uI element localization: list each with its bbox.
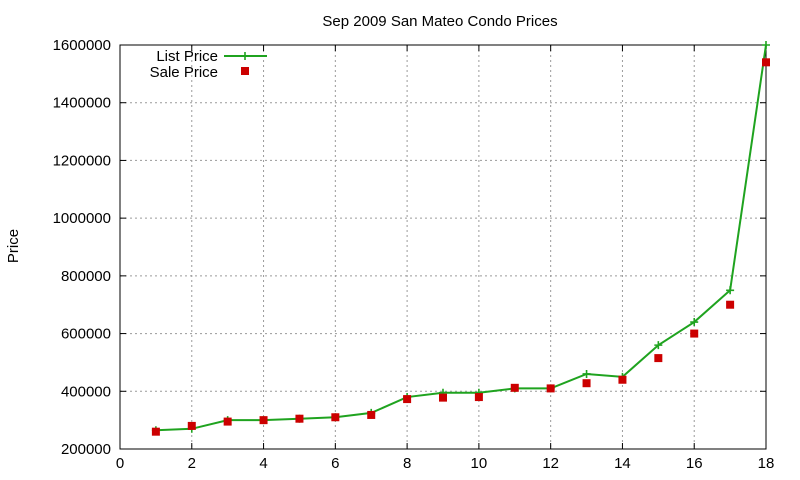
x-tick-label: 8: [403, 455, 411, 472]
y-tick-label: 800000: [61, 268, 111, 285]
axes: 0 2 4 6 8 10 12 14 16 18 200000 400000 600000 800000 1…: [53, 37, 775, 472]
sale-price-point: [331, 413, 340, 422]
legend-marker-sale-price: [241, 67, 249, 75]
list-price-point: [654, 341, 663, 350]
x-tick-label: 10: [471, 455, 488, 472]
y-tick-label: 200000: [61, 441, 111, 458]
sale-price-point: [151, 427, 160, 436]
sale-price-point: [259, 416, 268, 425]
sale-price-point: [474, 393, 483, 402]
sale-price-point: [510, 383, 519, 392]
y-tick-label: 1200000: [53, 152, 111, 169]
legend-marker-list-price: [241, 52, 249, 60]
sale-price-point: [762, 58, 770, 67]
sale-price-point: [690, 329, 699, 338]
x-tick-label: 6: [331, 455, 339, 472]
x-tick-label: 0: [116, 455, 124, 472]
sale-price-point: [367, 410, 376, 419]
legend: List Price Sale Price: [150, 48, 267, 81]
sale-price-point: [546, 384, 555, 393]
legend-label-list-price: List Price: [156, 48, 218, 65]
y-tick-label: 600000: [61, 326, 111, 343]
y-tick-label: 1600000: [53, 37, 111, 54]
x-tick-label: 4: [259, 455, 267, 472]
list-price-point: [690, 318, 699, 327]
x-tick-label: 16: [686, 455, 703, 472]
x-tick-label: 12: [542, 455, 559, 472]
sale-price-point: [223, 417, 232, 426]
x-tick-label: 14: [614, 455, 631, 472]
legend-label-sale-price: Sale Price: [150, 64, 218, 81]
chart-title: Sep 2009 San Mateo Condo Prices: [322, 13, 557, 30]
plot-border: [119, 44, 767, 450]
sale-price-point: [187, 421, 196, 430]
list-price-point: [726, 286, 735, 295]
y-tick-label: 1400000: [53, 95, 111, 112]
y-tick-label: 1000000: [53, 210, 111, 227]
x-tick-label: 18: [758, 455, 775, 472]
x-tick-label: 2: [188, 455, 196, 472]
list-price-line: [155, 44, 767, 432]
y-tick-label: 400000: [61, 383, 111, 400]
grid: [120, 45, 766, 449]
list-price-point: [762, 41, 770, 49]
sale-price-point: [654, 354, 663, 363]
sale-price-point: [618, 375, 627, 384]
y-axis-label: Price: [5, 229, 22, 263]
sale-price-point: [295, 414, 304, 423]
plot-area: [151, 41, 770, 436]
list-price-point: [582, 369, 591, 378]
sale-price-point: [582, 379, 591, 388]
sale-price-point: [726, 300, 735, 309]
sale-price-point: [439, 393, 447, 402]
sale-price-point: [403, 395, 412, 404]
